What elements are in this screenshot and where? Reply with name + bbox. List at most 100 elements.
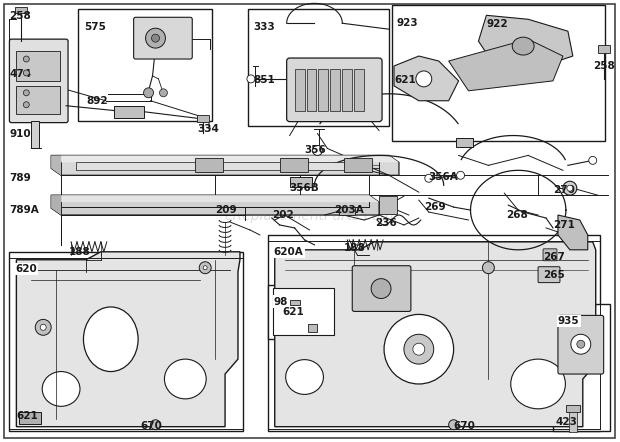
Ellipse shape — [84, 307, 138, 372]
Text: 474: 474 — [9, 69, 32, 79]
Text: 188: 188 — [69, 247, 91, 257]
Text: 892: 892 — [86, 96, 107, 106]
Text: 202: 202 — [272, 210, 293, 220]
Text: 333: 333 — [253, 22, 275, 32]
Bar — [16, 51, 60, 81]
Bar — [456, 137, 474, 148]
FancyBboxPatch shape — [134, 17, 192, 59]
Circle shape — [146, 28, 166, 48]
Text: 575: 575 — [84, 22, 106, 32]
Bar — [78, 9, 212, 121]
Circle shape — [144, 88, 154, 98]
Text: 423: 423 — [556, 417, 578, 427]
Circle shape — [24, 56, 29, 62]
Circle shape — [24, 90, 29, 96]
Circle shape — [456, 171, 464, 179]
Circle shape — [247, 75, 255, 83]
Text: 209: 209 — [215, 205, 237, 215]
Circle shape — [482, 262, 494, 274]
Bar — [306, 69, 316, 110]
Circle shape — [203, 266, 207, 270]
FancyBboxPatch shape — [286, 58, 382, 122]
Circle shape — [35, 320, 51, 335]
FancyBboxPatch shape — [9, 39, 68, 122]
FancyBboxPatch shape — [543, 249, 557, 261]
Circle shape — [199, 262, 211, 274]
Bar — [268, 285, 339, 339]
Ellipse shape — [384, 314, 454, 384]
Text: 910: 910 — [9, 129, 31, 139]
Bar — [294, 69, 304, 110]
Text: 923: 923 — [397, 18, 419, 28]
Polygon shape — [479, 15, 573, 66]
Bar — [342, 69, 352, 110]
Bar — [308, 324, 317, 332]
Text: 188: 188 — [344, 243, 366, 253]
Text: 670: 670 — [454, 421, 476, 431]
Text: 935: 935 — [558, 316, 580, 326]
Circle shape — [589, 156, 596, 164]
Circle shape — [416, 71, 432, 87]
Polygon shape — [449, 39, 563, 91]
Polygon shape — [61, 156, 399, 162]
Bar — [197, 114, 209, 122]
Polygon shape — [51, 195, 379, 215]
Polygon shape — [558, 215, 588, 250]
Text: 258: 258 — [593, 61, 614, 71]
Bar — [344, 158, 372, 172]
Text: 621: 621 — [16, 411, 38, 421]
Bar — [286, 305, 309, 318]
Polygon shape — [275, 242, 596, 427]
Text: 922: 922 — [487, 19, 508, 29]
Bar — [566, 405, 580, 412]
Polygon shape — [51, 195, 61, 215]
Text: 621: 621 — [394, 75, 416, 85]
Bar — [553, 305, 609, 431]
Polygon shape — [51, 156, 61, 175]
Polygon shape — [394, 56, 459, 101]
Text: 670: 670 — [141, 421, 162, 431]
Circle shape — [571, 334, 591, 354]
Circle shape — [24, 70, 29, 76]
Circle shape — [312, 145, 322, 156]
Bar — [319, 69, 329, 110]
Text: 268: 268 — [507, 210, 528, 220]
Bar — [354, 69, 364, 110]
Circle shape — [159, 89, 167, 97]
Bar — [598, 45, 609, 53]
Circle shape — [413, 343, 425, 355]
Text: 334: 334 — [197, 124, 219, 133]
Text: 356B: 356B — [290, 183, 319, 193]
Bar — [290, 300, 299, 305]
Text: 258: 258 — [9, 11, 31, 21]
Ellipse shape — [42, 372, 80, 406]
Bar — [16, 8, 27, 13]
Text: 269: 269 — [424, 202, 445, 212]
Bar — [330, 69, 340, 110]
FancyBboxPatch shape — [538, 267, 560, 282]
Text: 267: 267 — [543, 252, 565, 262]
Circle shape — [371, 278, 391, 298]
Bar — [273, 288, 334, 335]
Bar — [379, 196, 397, 214]
Bar — [280, 158, 308, 172]
Text: 265: 265 — [543, 270, 565, 280]
Bar — [569, 412, 577, 432]
Circle shape — [24, 102, 29, 108]
Text: 789: 789 — [9, 173, 31, 183]
Bar — [248, 9, 389, 126]
Bar — [76, 162, 369, 170]
Circle shape — [404, 334, 434, 364]
FancyBboxPatch shape — [352, 266, 411, 312]
Circle shape — [151, 34, 159, 42]
Text: 356: 356 — [304, 145, 326, 156]
Bar — [195, 158, 223, 172]
Circle shape — [563, 181, 577, 195]
Bar — [31, 121, 39, 149]
Circle shape — [40, 324, 46, 330]
Text: eReplacementParts.com: eReplacementParts.com — [225, 209, 394, 223]
Bar — [268, 235, 600, 431]
Text: 270: 270 — [553, 185, 575, 195]
Polygon shape — [61, 195, 379, 202]
Ellipse shape — [512, 37, 534, 55]
